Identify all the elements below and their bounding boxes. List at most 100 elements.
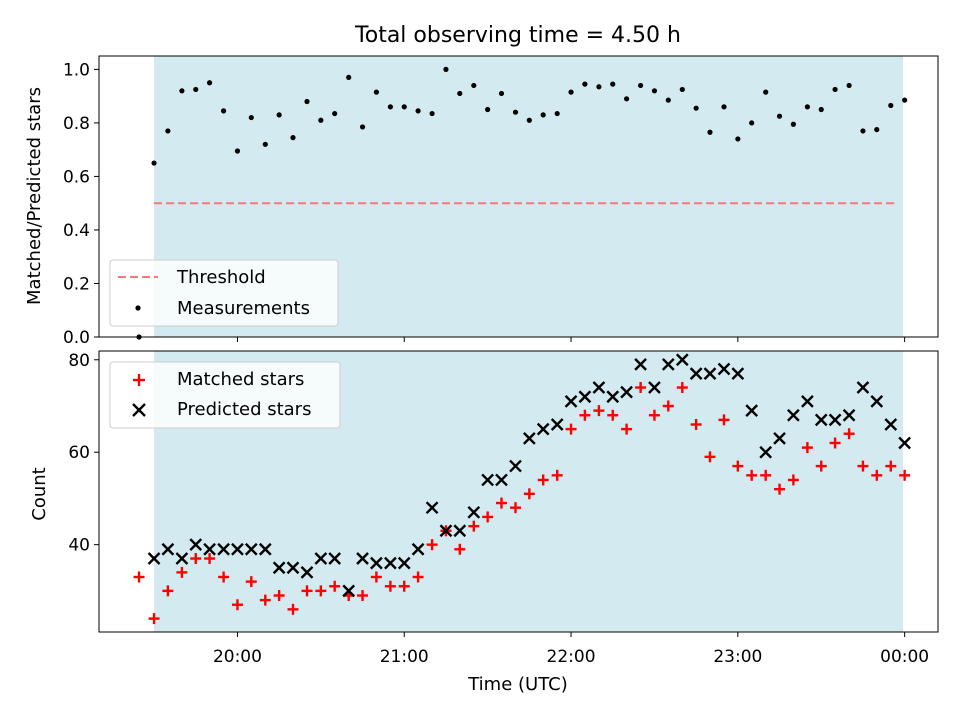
predicted-star-marker — [328, 552, 342, 565]
measurement-point — [776, 113, 783, 119]
predicted-star-marker — [578, 390, 592, 404]
matched-star-marker — [607, 409, 619, 421]
count-legend: Matched stars Predicted stars — [109, 361, 341, 429]
measurement-point — [707, 129, 713, 135]
predicted-star-marker — [189, 538, 203, 551]
predicted-star-marker — [161, 542, 175, 556]
predicted-star-marker — [286, 561, 300, 575]
count-y-axis: 40 60 80 — [68, 351, 99, 556]
count-panel: 40 60 80 20:00 21:00 22:00 23:00 00:00 Count T… — [29, 350, 939, 695]
measurement-point — [276, 112, 282, 118]
ratio-y-tick-label: 1.0 — [63, 60, 90, 80]
measurement-point — [554, 110, 560, 117]
predicted-star-marker — [425, 501, 439, 515]
matched-star-marker — [259, 594, 271, 606]
measurement-point — [540, 112, 546, 118]
measurement-point — [846, 82, 852, 89]
matched-star-marker — [329, 580, 341, 592]
predicted-star-marker — [870, 395, 884, 408]
predicted-star-marker — [703, 367, 717, 380]
matched-star-marker — [454, 543, 466, 555]
predicted-star-marker — [397, 556, 411, 570]
measurement-point — [721, 104, 727, 110]
time-x-tick-label: 23:00 — [713, 647, 762, 667]
predicted-star-marker — [731, 367, 745, 380]
measurement-point — [610, 81, 616, 87]
count-y-label: Count — [29, 467, 50, 520]
matched-star-marker — [133, 571, 145, 583]
matched-star-marker — [190, 553, 202, 565]
predicted-star-marker — [258, 542, 272, 556]
predicted-star-marker — [467, 505, 481, 519]
predicted-star-marker — [314, 552, 328, 565]
measurement-point — [568, 89, 574, 95]
matched-star-marker — [635, 382, 647, 394]
matched-star-marker — [468, 520, 480, 532]
predicted-star-marker — [522, 432, 536, 445]
measurement-point — [346, 74, 352, 81]
matched-star-marker — [746, 469, 758, 481]
measurement-point — [387, 104, 393, 110]
matched-star-marker — [273, 589, 285, 601]
predicted-star-marker — [300, 566, 314, 579]
matched-star-marker — [204, 553, 216, 565]
predicted-star-marker — [884, 418, 898, 431]
matched-star-marker — [579, 409, 591, 421]
matched-star-marker — [148, 613, 160, 625]
measurement-point — [888, 102, 894, 109]
matched-star-marker — [885, 460, 897, 472]
measurement-point — [874, 126, 880, 133]
time-x-tick-label: 21:00 — [380, 647, 429, 667]
measurement-point — [749, 120, 755, 126]
predicted-star-marker — [370, 556, 383, 570]
count-legend-box — [109, 361, 341, 429]
predicted-star-marker — [745, 404, 759, 417]
time-x-tick-label: 20:00 — [213, 647, 262, 667]
measurement-point — [485, 106, 491, 113]
measurement-point — [179, 88, 185, 94]
measurement-point — [693, 105, 699, 111]
ratio-y-axis: 0.0 0.2 0.4 0.6 0.8 1.0 — [63, 60, 99, 348]
matched-star-marker — [315, 585, 327, 597]
matched-star-marker — [482, 511, 494, 523]
legend-matched-label: Matched stars — [177, 369, 304, 390]
matched-star-marker — [662, 400, 674, 412]
ratio-panel-frame — [98, 55, 939, 338]
count-y-tick-label: 80 — [68, 351, 90, 371]
measurement-point — [818, 106, 824, 113]
predicted-star-marker — [717, 362, 731, 376]
predicted-star-marker — [411, 542, 425, 556]
predicted-star-marker — [856, 381, 870, 394]
count-y-tick-label: 40 — [68, 536, 90, 556]
predicted-star-marker — [814, 413, 828, 427]
ratio-y-label: Matched/Predicted stars — [24, 87, 45, 305]
measurement-point — [582, 81, 588, 87]
legend-predicted-swatch — [132, 403, 146, 417]
measurement-point — [193, 86, 199, 93]
matched-star-marker — [899, 469, 911, 481]
measurement-point — [165, 128, 171, 134]
matched-star-marker — [787, 474, 799, 486]
matched-star-marker — [648, 409, 660, 421]
matched-star-marker — [495, 497, 507, 509]
measurement-point — [304, 98, 310, 105]
predicted-star-marker — [648, 381, 661, 394]
matched-star-marker — [676, 382, 688, 394]
predicted-star-marker — [620, 385, 633, 399]
predicted-star-marker — [675, 353, 689, 367]
x-axis-label: Time (UTC) — [467, 674, 568, 695]
predicted-star-marker — [634, 358, 647, 371]
ratio-legend: Threshold Measurements — [109, 259, 339, 327]
measurement-point — [637, 82, 644, 89]
time-x-axis: 20:00 21:00 22:00 23:00 00:00 — [213, 632, 929, 667]
matched-star-marker — [857, 460, 869, 472]
measurement-point — [902, 97, 908, 103]
predicted-star-marker — [356, 552, 369, 565]
legend-predicted-label: Predicted stars — [177, 399, 311, 420]
matched-star-marker — [621, 423, 633, 435]
matched-star-marker — [287, 603, 299, 615]
measurement-point — [512, 109, 519, 115]
predicted-star-marker — [592, 381, 606, 394]
predicted-star-marker — [550, 418, 564, 431]
